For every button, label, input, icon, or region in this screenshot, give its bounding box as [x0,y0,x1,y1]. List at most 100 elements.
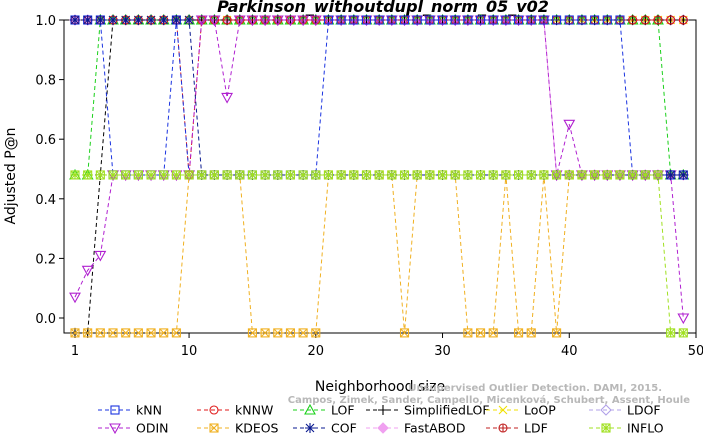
data-point-odin [94,250,107,262]
data-point-kdeos [247,328,257,338]
legend-label: LDOF [627,403,661,418]
data-point-inflo [336,170,346,180]
y-axis-label: Adjusted P@n [3,127,19,224]
series-line-cof [75,19,684,176]
legend-swatch-marker [498,405,508,415]
data-point-inflo [399,170,410,180]
data-point-inflo [425,170,435,180]
data-point-knnw [628,15,638,25]
data-point-cof [171,15,182,25]
data-point-cof [120,15,131,25]
x-tick-label: 50 [688,344,703,359]
data-point-knn [526,15,536,25]
data-point-inflo [95,170,105,180]
data-point-knn [602,15,612,25]
data-point-inflo [70,170,80,180]
data-point-knnw [678,15,688,25]
data-point-kdeos [159,328,169,338]
data-point-inflo [514,170,524,180]
data-point-odin [233,15,246,27]
data-point-kdeos [108,328,118,338]
data-point-odin [309,15,322,27]
data-point-knn [564,15,574,25]
data-point-kdeos [526,328,536,338]
legend-item-knnw: kNNW [197,403,273,418]
data-point-knn [437,15,448,25]
legend-item-cof: COF [293,421,357,434]
data-point-knnw [653,15,663,25]
data-point-kdeos [133,328,143,338]
data-point-knn [476,15,486,25]
data-point-inflo [171,170,181,180]
data-point-kdeos [311,328,321,338]
data-point-odin [81,265,94,277]
x-tick-label: 30 [434,344,451,359]
data-point-inflo [653,170,663,180]
series-line-odin [74,19,684,319]
data-point-cof [95,15,106,25]
data-point-inflo [311,170,321,180]
data-point-kdeos [83,328,93,338]
series-inflo [70,170,688,338]
legend-item-inflo: INFLO [589,421,664,434]
y-tick-label: 0.6 [35,133,56,148]
data-point-knn [577,15,587,25]
data-point-knn [323,15,334,25]
legend-item-knn: kNN [98,403,162,418]
legend-label: kNNW [235,403,273,418]
data-point-odin [259,15,272,27]
series-odin [69,15,690,325]
data-point-odin [246,15,259,27]
legend-swatch-marker [378,405,388,415]
legend-swatch-marker [498,423,508,433]
data-point-knn [374,15,384,25]
data-point-kdeos [514,328,524,338]
series-line-lof [75,19,684,176]
data-point-cof [158,15,169,25]
data-point-knn [450,15,460,25]
data-point-knn [488,15,498,25]
data-point-inflo [577,170,587,180]
data-point-inflo [640,170,650,180]
data-point-inflo [387,170,397,180]
data-point-kdeos [171,328,181,338]
data-point-kdeos [121,328,131,338]
y-tick-label: 0.0 [35,312,56,327]
data-point-inflo [349,170,359,180]
data-point-odin [271,15,284,27]
data-point-odin [195,15,208,27]
data-point-knnw [666,15,676,25]
series-lof [69,13,690,180]
data-point-kdeos [488,328,498,338]
series-line-inflo [75,174,684,334]
data-point-odin [69,292,81,304]
x-tick-label: 10 [181,344,198,359]
data-point-inflo [615,170,625,180]
x-axis-label: Neighborhood size [315,379,445,395]
y-tick-label: 0.2 [35,252,56,267]
series-cof [70,15,689,180]
data-point-inflo [361,170,372,180]
data-point-cof [133,15,144,25]
data-point-kdeos [146,328,156,338]
series-kdeos [70,170,688,338]
legend-swatch-marker [305,423,315,433]
data-point-knnw [222,15,232,25]
data-point-inflo [374,170,384,180]
data-point-inflo [678,328,688,338]
data-point-odin [677,313,690,325]
legend-label: KDEOS [235,421,279,434]
legend-item-simplifiedlof: SimplifiedLOF [366,403,490,418]
data-point-inflo [450,170,460,180]
data-point-cof [665,169,676,180]
legend-item-kdeos: KDEOS [197,421,279,434]
data-point-inflo [552,170,562,180]
data-point-inflo [285,170,295,180]
legend-swatch-marker [209,405,219,415]
data-point-inflo [260,170,270,180]
legend-swatch-marker [600,404,612,416]
data-point-knn [399,15,410,25]
data-point-kdeos [260,328,270,338]
data-point-knn [514,15,524,25]
data-point-kdeos [285,328,295,338]
